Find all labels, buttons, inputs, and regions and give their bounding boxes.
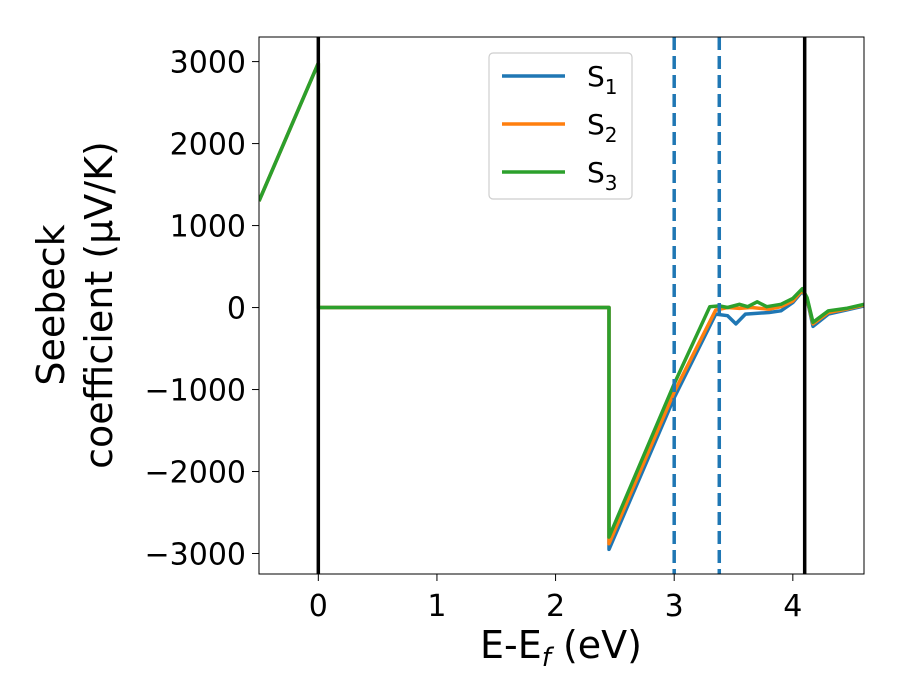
y-tick-label: −1000 bbox=[145, 374, 246, 409]
legend: S1 S2 S3 bbox=[488, 52, 633, 200]
y-tick-label: −2000 bbox=[145, 456, 246, 491]
y-tick-label: 2000 bbox=[170, 128, 246, 163]
y-axis-label-line2: coefficient (μV/K) bbox=[77, 141, 121, 469]
x-tick-label: 0 bbox=[309, 589, 328, 624]
x-axis-ticks: 0 1 2 3 4 bbox=[309, 574, 802, 624]
y-tick-label: 0 bbox=[227, 292, 246, 327]
vline-layer bbox=[316, 37, 807, 574]
series-line-s3 bbox=[259, 61, 864, 539]
legend-label-s1: S1 bbox=[587, 60, 618, 99]
x-tick-label: 3 bbox=[665, 589, 684, 624]
legend-label-s2: S2 bbox=[587, 108, 618, 147]
x-axis-label: E-Ef (eV) bbox=[480, 623, 642, 673]
plot-frame bbox=[258, 36, 865, 575]
y-tick-label: 1000 bbox=[170, 210, 246, 245]
series-layer bbox=[259, 61, 864, 552]
y-axis-label: Seebeck coefficient (μV/K) bbox=[29, 141, 121, 469]
y-axis-label-line1: Seebeck bbox=[29, 224, 73, 385]
y-tick-label: 3000 bbox=[170, 46, 246, 81]
x-tick-label: 2 bbox=[546, 589, 565, 624]
y-axis-ticks: 3000 2000 1000 0 −1000 −2000 −3000 bbox=[145, 46, 259, 573]
x-tick-label: 1 bbox=[427, 589, 446, 624]
plot-area bbox=[258, 36, 865, 575]
legend-frame bbox=[488, 52, 633, 200]
legend-label-s3: S3 bbox=[587, 156, 618, 195]
x-tick-label: 4 bbox=[783, 589, 802, 624]
y-tick-label: −3000 bbox=[145, 538, 246, 573]
